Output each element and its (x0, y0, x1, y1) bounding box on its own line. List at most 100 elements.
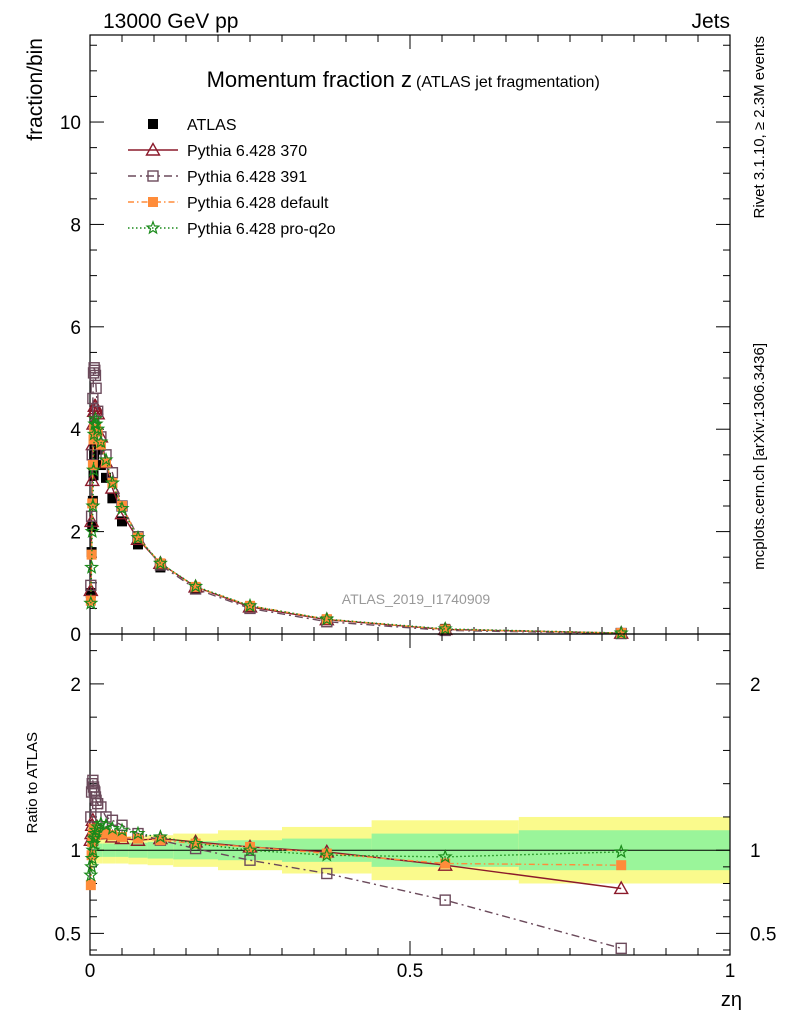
data-point (440, 624, 451, 635)
ratio-point (98, 817, 114, 832)
ratio-point (133, 833, 143, 844)
data-point (114, 500, 130, 515)
data-point (437, 620, 453, 636)
ratio-point (613, 880, 629, 895)
data-point (84, 472, 100, 487)
header-right: Jets (691, 10, 730, 33)
analysis-watermark: ATLAS_2019_I1740909 (342, 591, 491, 607)
x-tick-label: 1 (725, 961, 736, 982)
ratio-point (95, 828, 106, 839)
x-tick-label: 0 (85, 961, 96, 982)
data-point (89, 405, 106, 420)
data-point (85, 595, 96, 606)
main-title: Momentum fraction z (207, 67, 412, 92)
ratio-point (190, 838, 201, 849)
legend-marker (147, 170, 159, 182)
ratio-point (616, 860, 627, 871)
series-line (90, 367, 622, 635)
y-tick-label-right: 1 (750, 841, 761, 862)
data-point (190, 581, 201, 592)
ratio-point (83, 867, 99, 882)
data-point (88, 434, 99, 445)
data-point (86, 449, 98, 461)
ratio-point (91, 797, 104, 810)
data-point (107, 493, 118, 504)
ratio-point (114, 822, 130, 837)
legend-label: Pythia 6.428 default (187, 195, 329, 212)
series-line (90, 418, 622, 634)
ratio-point (85, 880, 96, 891)
ratio-point (242, 842, 258, 857)
ratio-point (155, 835, 166, 846)
y-tick-label: 6 (70, 318, 81, 339)
data-point (117, 501, 127, 512)
y-tick-label-right: 2 (750, 675, 761, 696)
ratio-point (321, 848, 332, 859)
series-0 (85, 439, 627, 638)
y-tick-label: 2 (70, 523, 81, 544)
ratio-point (613, 843, 629, 859)
data-point (98, 451, 114, 467)
data-point (85, 510, 98, 522)
legend-label: ATLAS (187, 117, 237, 134)
ratio-point (244, 854, 256, 866)
ratio-frame (89, 633, 731, 956)
data-point (90, 382, 102, 394)
data-point (613, 625, 629, 640)
ratio-point (440, 858, 451, 869)
legend-marker (145, 142, 161, 156)
ratio-point (85, 811, 97, 823)
y-tick-label: 2 (70, 675, 81, 696)
mcplots-reference-label: mcplots.cern.ch [arXiv:1306.3436] (751, 343, 768, 570)
data-point (104, 475, 120, 490)
x-axis-label: zη (721, 989, 742, 1011)
ratio-point (84, 850, 100, 865)
data-point (319, 611, 335, 626)
series-4 (83, 411, 629, 640)
ratio-point (188, 835, 204, 850)
data-point (107, 477, 118, 488)
ratio-point (117, 831, 127, 842)
ratio-point (321, 867, 333, 880)
bottom-ylabel: Ratio to ATLAS (24, 732, 41, 833)
y-tick-label: 1 (70, 841, 81, 862)
y-tick-label: 10 (60, 113, 81, 134)
data-point (117, 516, 127, 527)
data-point (83, 595, 99, 610)
ratio-point (615, 942, 627, 955)
ratio-point (152, 828, 168, 844)
data-point (85, 588, 96, 599)
y-tick-label: 0.5 (55, 924, 81, 945)
data-point (152, 555, 168, 570)
data-point (133, 532, 143, 543)
data-point (91, 405, 104, 417)
data-point (101, 472, 111, 483)
y-tick-label: 4 (70, 420, 81, 441)
ratio-point (319, 847, 335, 862)
legend: ATLAS Pythia 6.428 370 Pythia 6.428 391 Pyt… (128, 117, 336, 238)
legend-label: Pythia 6.428 391 (187, 169, 307, 186)
data-point (85, 498, 101, 513)
ratio-point (439, 894, 451, 906)
data-point (242, 597, 258, 613)
ratio-point (116, 819, 128, 831)
main-subtitle: (ATLAS jet fragmentation) (416, 74, 600, 91)
rivet-version-label: Rivet 3.1.10, ≥ 2.3M events (751, 36, 768, 219)
x-tick-label: 0.5 (397, 961, 423, 982)
ratio-panel: 0.5 0.51 12 20 0.5 1 (55, 633, 776, 982)
data-point (90, 421, 106, 436)
data-point (84, 559, 100, 574)
y-tick-label-right: 0.5 (750, 924, 776, 945)
data-point (87, 411, 103, 426)
data-point (87, 498, 98, 509)
data-point (84, 523, 100, 539)
ratio-point (101, 828, 111, 839)
top-ylabel: fraction/bin (24, 38, 47, 141)
main-frame (89, 34, 731, 635)
data-point (321, 614, 332, 625)
ratio-point (107, 830, 118, 841)
data-point (93, 434, 109, 449)
y-tick-label: 8 (70, 215, 81, 236)
main-panel: 0 2 4 6 8 10 (60, 34, 731, 646)
